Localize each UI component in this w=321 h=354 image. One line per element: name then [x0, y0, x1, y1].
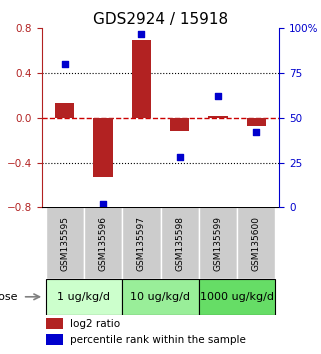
FancyBboxPatch shape — [199, 279, 275, 315]
Text: GSM135595: GSM135595 — [60, 216, 69, 270]
Bar — [208, 115, 228, 118]
Bar — [55, 103, 74, 118]
Bar — [47, 318, 63, 329]
FancyBboxPatch shape — [122, 279, 199, 315]
Bar — [47, 334, 63, 345]
FancyBboxPatch shape — [46, 207, 84, 279]
Point — [139, 31, 144, 36]
Title: GDS2924 / 15918: GDS2924 / 15918 — [93, 12, 228, 27]
Text: 1000 ug/kg/d: 1000 ug/kg/d — [200, 292, 274, 302]
FancyBboxPatch shape — [199, 207, 237, 279]
Text: GSM135599: GSM135599 — [213, 216, 222, 270]
Text: GSM135598: GSM135598 — [175, 216, 184, 270]
FancyBboxPatch shape — [84, 207, 122, 279]
FancyBboxPatch shape — [160, 207, 199, 279]
Point — [215, 93, 221, 99]
Point — [254, 129, 259, 135]
Point — [62, 61, 67, 67]
Bar — [132, 40, 151, 118]
Text: log2 ratio: log2 ratio — [70, 319, 120, 329]
Bar — [93, 118, 113, 177]
Bar — [247, 118, 266, 126]
Text: GSM135600: GSM135600 — [252, 216, 261, 270]
Text: 1 ug/kg/d: 1 ug/kg/d — [57, 292, 110, 302]
Text: GSM135596: GSM135596 — [99, 216, 108, 270]
Point — [100, 201, 106, 207]
FancyBboxPatch shape — [237, 207, 275, 279]
FancyBboxPatch shape — [46, 279, 122, 315]
Text: GSM135597: GSM135597 — [137, 216, 146, 270]
Text: percentile rank within the sample: percentile rank within the sample — [70, 335, 246, 345]
FancyBboxPatch shape — [122, 207, 160, 279]
Text: dose: dose — [0, 292, 18, 302]
Point — [177, 154, 182, 160]
Text: 10 ug/kg/d: 10 ug/kg/d — [131, 292, 190, 302]
Bar — [170, 118, 189, 131]
